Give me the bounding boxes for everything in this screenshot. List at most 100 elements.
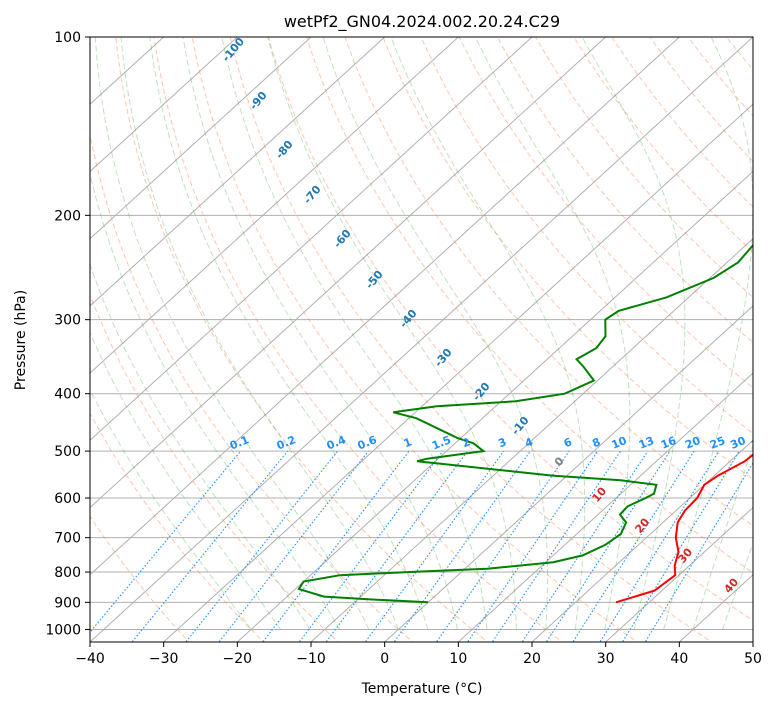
dry-adiabats [90, 27, 775, 645]
moist-adiabat-line [90, 388, 252, 630]
x-tick-label: −20 [223, 651, 253, 667]
mixing-ratio-label: 1 [402, 435, 414, 450]
moist-adiabat-line [94, 37, 370, 630]
mixing-ratio-line [621, 450, 740, 642]
dry-adiabat-line [611, 37, 753, 208]
y-axis-label: Pressure (hPa) [13, 290, 29, 390]
dry-adiabat-label: 20 [632, 515, 652, 535]
dry-adiabat-line [535, 37, 753, 298]
dry-adiabat-line [382, 37, 753, 481]
dry-adiabat-line [90, 293, 339, 642]
mixing-ratio-label: 36 [749, 434, 768, 452]
moist-adiabat-line [90, 171, 340, 630]
dry-adiabat-line [458, 37, 753, 389]
x-tick-label: 40 [670, 651, 688, 667]
x-tick-label: −10 [296, 651, 326, 667]
moist-adiabat-line [90, 331, 282, 630]
mixing-ratio-label: 0.2 [275, 433, 298, 452]
x-tick-label: 0 [380, 651, 389, 667]
mixing-ratio-line [218, 450, 369, 642]
isotherm-line [90, 37, 460, 374]
mixing-ratio-line [90, 450, 242, 634]
mixing-ratio-line [599, 450, 720, 642]
y-tick-label: 1000 [45, 622, 81, 638]
isotherm-line [531, 439, 753, 642]
dry-adiabat-label: -60 [331, 227, 354, 251]
moist-adiabat-line [581, 37, 686, 630]
isotherm-line [90, 37, 312, 240]
mixing-ratio-label: 4 [523, 435, 535, 450]
dry-adiabat-line [687, 37, 753, 117]
mixing-ratio-line [521, 450, 649, 642]
x-axis-label: Temperature (°C) [361, 681, 483, 697]
moist-adiabat-line [322, 37, 548, 630]
axis-ticks: −40 −30 −20 −10 0 10 20 30 40 5010020030040050060… [45, 30, 762, 667]
mixing-ratio-line [262, 450, 410, 642]
dry-adiabat-line [496, 37, 753, 344]
dry-adiabat-label: -100 [219, 35, 247, 65]
dewpoint-profile-line [297, 243, 753, 604]
mixing-ratio-label: 0.4 [325, 433, 348, 452]
dry-adiabat-line [115, 37, 489, 642]
y-tick-label: 800 [54, 565, 81, 581]
isotherm-line [162, 103, 753, 642]
dry-adiabat-line [153, 37, 564, 642]
mixing-ratio-label: 2 [460, 435, 472, 450]
moist-adiabat-line [182, 37, 458, 630]
isotherm-line [236, 170, 753, 642]
isotherm-line [90, 37, 239, 173]
moist-adiabat-line [390, 37, 586, 630]
dry-adiabat-line [344, 37, 753, 527]
y-tick-label: 400 [54, 387, 81, 403]
y-tick-label: 500 [54, 444, 81, 460]
mixing-ratio-line [185, 450, 339, 642]
mixing-ratio-label: 13 [637, 434, 656, 452]
temperature-profile-line [615, 453, 753, 604]
chart-title: wetPf2_GN04.2024.002.20.24.C29 [284, 12, 560, 32]
mixing-ratio-line [572, 450, 695, 642]
dry-adiabat-line [90, 412, 265, 642]
x-tick-label: −30 [149, 651, 179, 667]
isotherm-line [604, 506, 753, 642]
y-tick-label: 600 [54, 491, 81, 507]
mixing-ratio-label: 16 [659, 434, 678, 452]
dry-adiabat-line [756, 27, 775, 645]
mixing-ratio-line [131, 450, 289, 642]
dry-adiabat-label: -70 [301, 183, 324, 207]
mixing-ratio-label: 30 [728, 434, 747, 452]
dry-adiabat-line [267, 37, 753, 622]
dry-adiabat-line [229, 37, 713, 642]
dry-adiabat-line [420, 37, 753, 435]
mixing-ratio-line [466, 450, 599, 642]
moist-adiabat-line [149, 37, 429, 630]
isotherm-line [90, 37, 681, 576]
mixing-ratio-line [491, 450, 621, 642]
isotherm-line [90, 37, 533, 442]
isotherm-line [90, 37, 386, 307]
mixing-ratio-label: 8 [590, 435, 602, 450]
axes-frame [89, 36, 754, 643]
x-tick-label: 50 [744, 651, 762, 667]
mixing-ratio-lines [90, 450, 753, 642]
mixing-ratio-line [644, 461, 753, 642]
mixing-ratio-label: 25 [708, 434, 727, 452]
mixing-ratio-line [298, 450, 444, 642]
x-tick-label: 20 [523, 651, 541, 667]
mixing-ratio-label: 6 [562, 435, 574, 450]
x-tick-label: −40 [75, 651, 105, 667]
mixing-ratio-label: 0.1 [228, 433, 251, 452]
moist-adiabat-line [221, 37, 488, 630]
isotherm-line [457, 372, 753, 642]
mixing-ratio-label: 0.6 [356, 433, 379, 452]
isobar-grid [90, 37, 753, 630]
sounding-profiles [297, 243, 753, 604]
mixing-ratio-line [364, 450, 505, 642]
x-tick-label: 10 [449, 651, 467, 667]
moist-adiabats [90, 37, 753, 630]
y-tick-label: 300 [54, 313, 81, 329]
isotherm-line [90, 37, 753, 642]
contour-labels: -100-90-80-70-60-50-40-30-20-10010203040… [219, 35, 768, 596]
mixing-ratio-label: 1.5 [430, 433, 453, 452]
